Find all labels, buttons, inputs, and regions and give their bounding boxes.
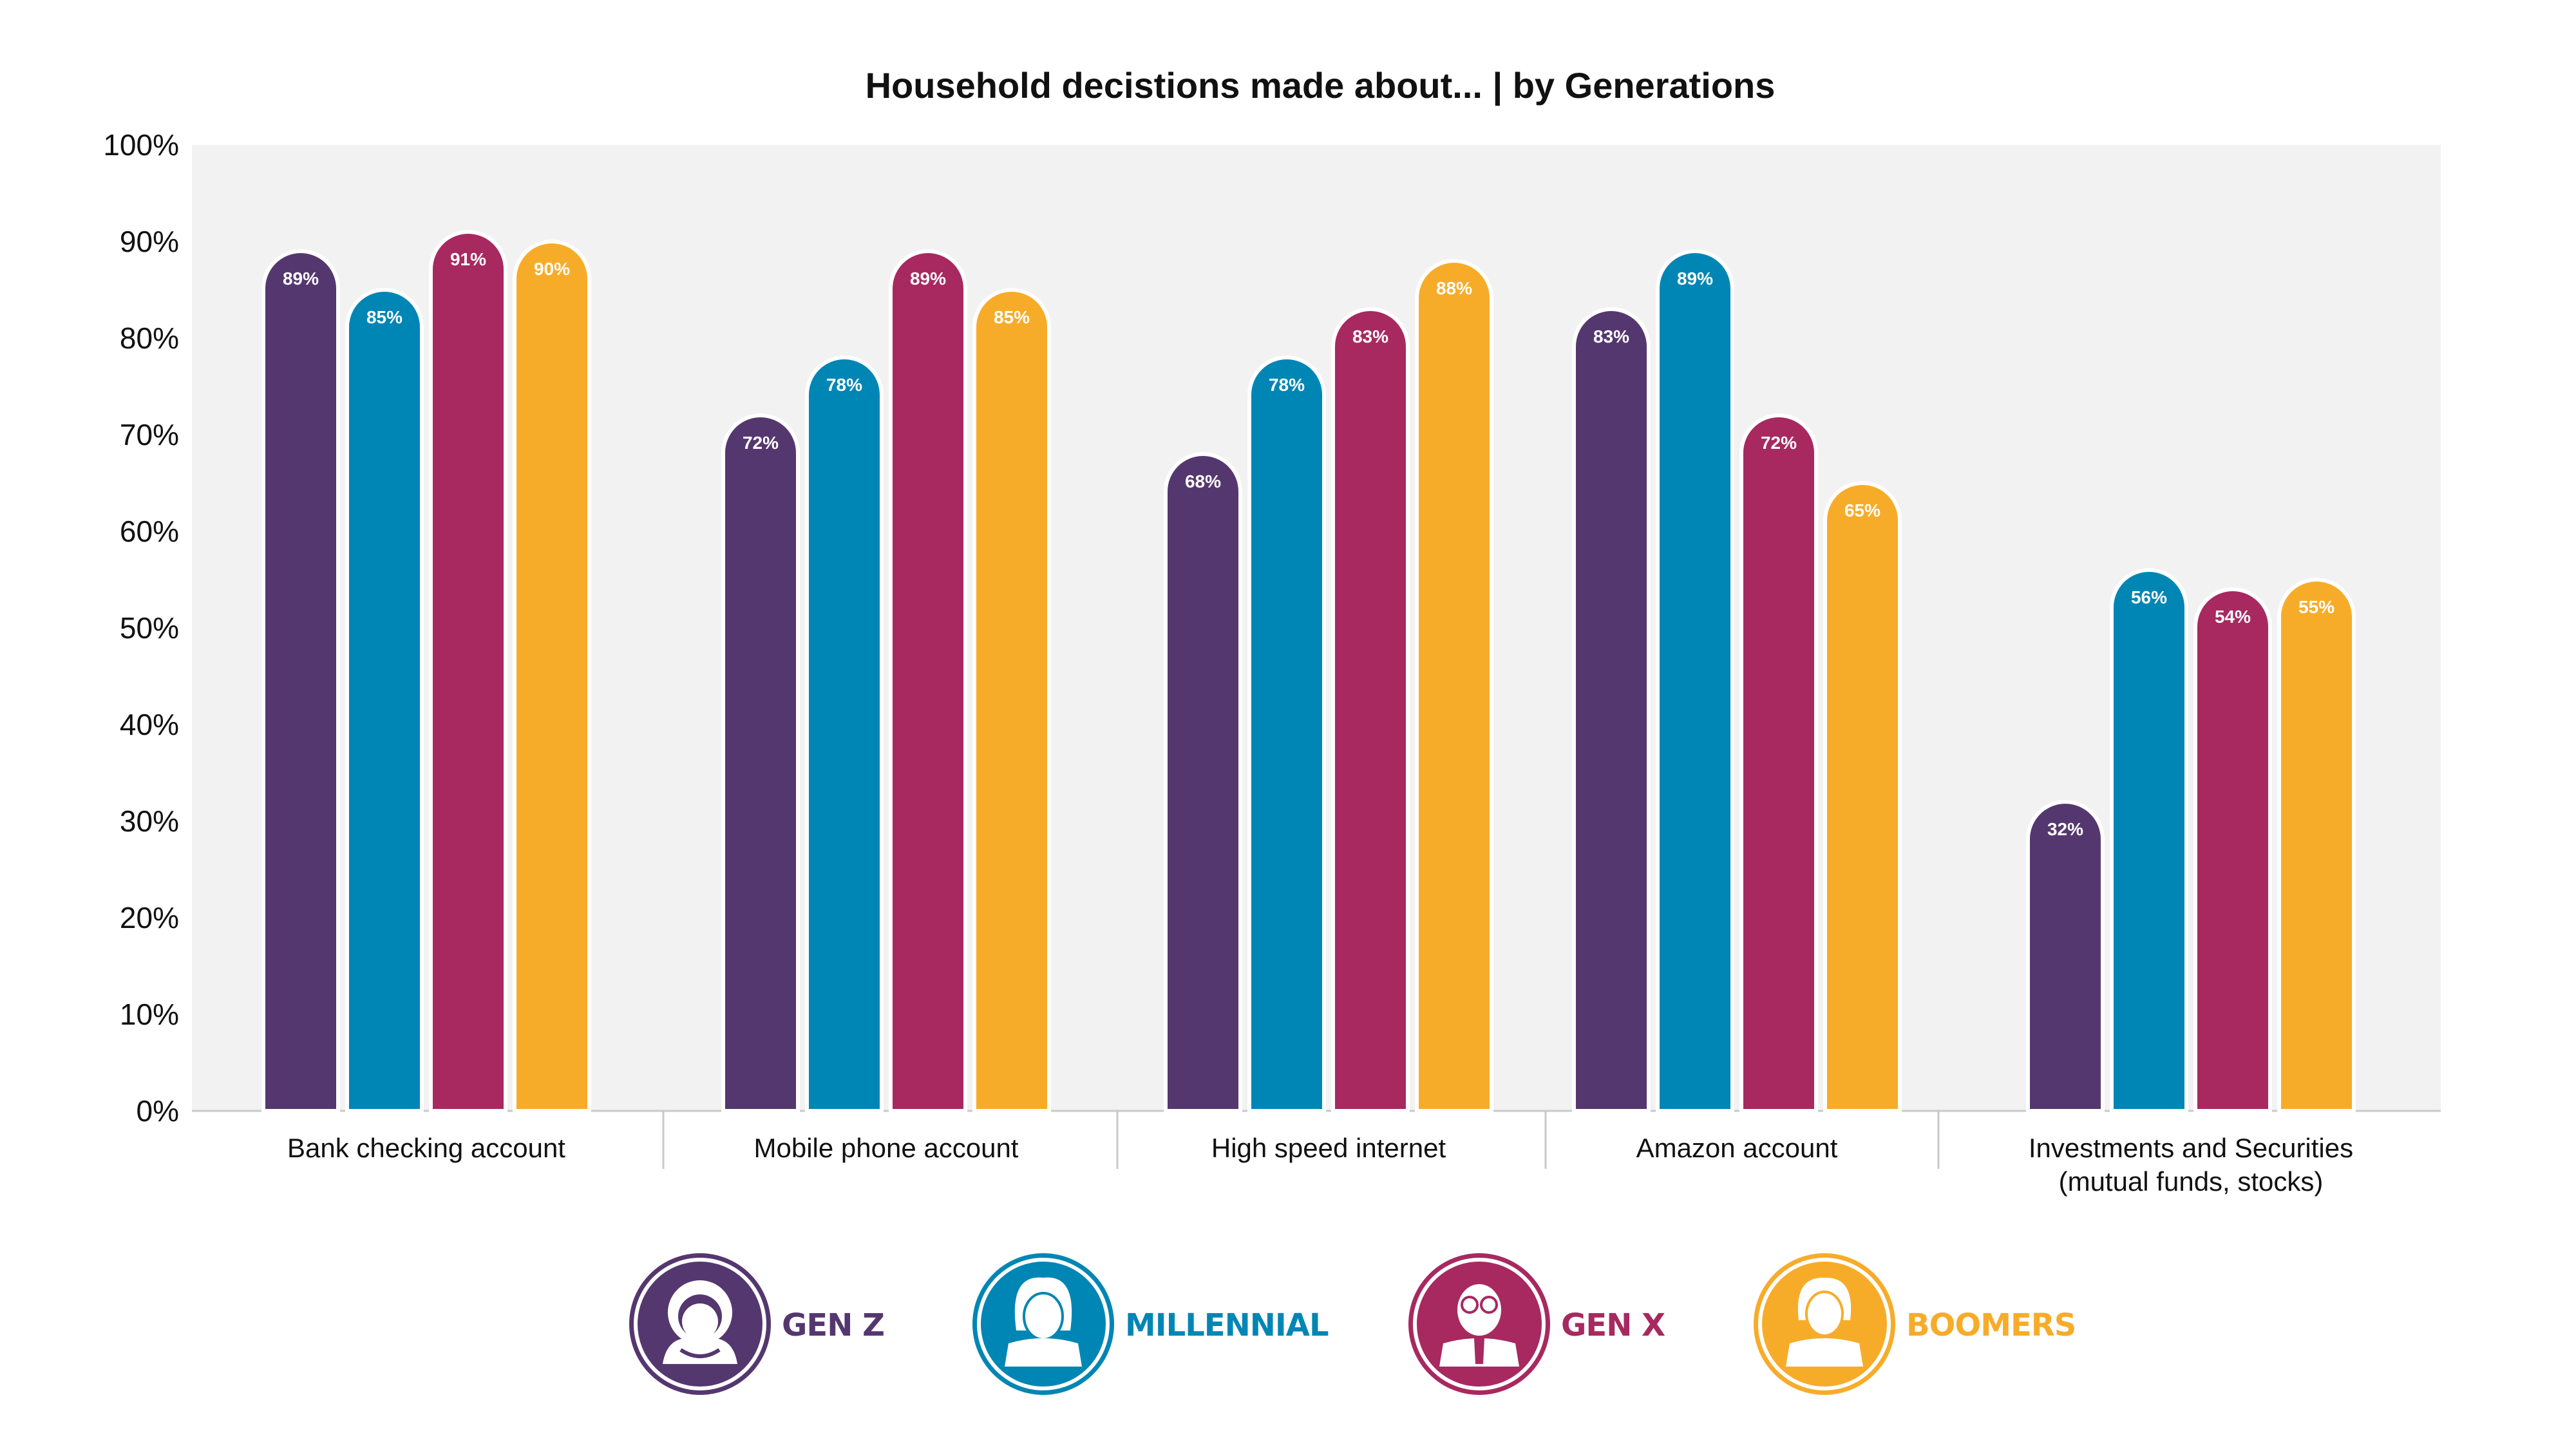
legend: GEN Z MILLENNIAL GEN X BOOMERS — [629, 1253, 2076, 1395]
bar — [889, 249, 967, 1113]
y-tick-label: 80% — [120, 321, 179, 355]
data-label: 78% — [1269, 375, 1305, 395]
x-axis: Bank checking account Mobile phone accoun… — [287, 1111, 2353, 1197]
data-label: 72% — [743, 433, 779, 453]
boomers-person-icon — [1786, 1277, 1863, 1367]
gen-z-person-icon — [663, 1280, 737, 1364]
bar — [1572, 307, 1651, 1113]
bar — [1331, 307, 1410, 1113]
legend-item: GEN X — [1408, 1253, 1666, 1395]
data-label: 83% — [1352, 327, 1388, 346]
bar — [2110, 568, 2188, 1113]
data-label: 72% — [1761, 433, 1797, 453]
bar — [429, 230, 507, 1113]
bars: 89% 85% 91% 90% 72% 78% 89% 85% 68% 78% 83% 88% 83% 8… — [261, 230, 2356, 1113]
data-label: 54% — [2215, 607, 2251, 627]
y-tick-label: 100% — [103, 128, 179, 162]
legend-label: GEN Z — [782, 1307, 884, 1343]
y-tick-label: 20% — [120, 901, 179, 934]
data-label: 68% — [1185, 471, 1221, 491]
data-label: 90% — [534, 259, 570, 279]
chart-title: Household decistions made about... | by … — [866, 65, 1776, 106]
bar — [1823, 481, 1902, 1113]
data-label: 89% — [283, 269, 319, 289]
bar — [2026, 800, 2105, 1113]
data-label: 85% — [994, 307, 1030, 327]
bar — [2277, 578, 2356, 1113]
category-label: Mobile phone account — [754, 1133, 1019, 1163]
data-label: 91% — [450, 249, 486, 269]
legend-label: GEN X — [1561, 1307, 1665, 1343]
y-tick-label: 10% — [120, 998, 179, 1031]
y-tick-label: 40% — [120, 708, 179, 741]
bar — [805, 355, 884, 1113]
data-label: 65% — [1844, 500, 1880, 520]
data-label: 83% — [1593, 327, 1629, 346]
bar — [261, 249, 340, 1113]
data-label: 32% — [2047, 819, 2083, 839]
bar — [1739, 413, 1818, 1113]
data-label: 56% — [2131, 587, 2167, 607]
bar — [345, 288, 424, 1113]
y-tick-label: 90% — [120, 225, 179, 258]
y-tick-label: 50% — [120, 611, 179, 645]
bar — [1415, 259, 1493, 1113]
category-label: Investments and Securities — [2029, 1133, 2353, 1163]
bar — [1247, 355, 1326, 1113]
y-tick-label: 70% — [120, 418, 179, 451]
bar — [972, 288, 1051, 1113]
gen-x-person-icon — [1439, 1284, 1519, 1367]
legend-label: MILLENNIAL — [1125, 1307, 1329, 1343]
data-label: 85% — [366, 307, 402, 327]
data-label: 89% — [910, 269, 946, 289]
bar — [2193, 587, 2272, 1113]
bar — [721, 413, 800, 1113]
legend-item: GEN Z — [629, 1253, 885, 1395]
data-label: 89% — [1677, 269, 1713, 289]
bar — [1656, 249, 1734, 1113]
y-tick-label: 60% — [120, 515, 179, 548]
data-label: 88% — [1436, 278, 1472, 298]
legend-item: MILLENNIAL — [972, 1253, 1329, 1395]
legend-label: BOOMERS — [1906, 1307, 2076, 1343]
legend-item: BOOMERS — [1754, 1253, 2076, 1395]
y-tick-label: 0% — [137, 1094, 179, 1128]
category-label: Bank checking account — [287, 1133, 565, 1163]
y-tick-label: 30% — [120, 804, 179, 838]
category-label: (mutual funds, stocks) — [2059, 1166, 2324, 1197]
bar — [1164, 452, 1242, 1113]
data-label: 78% — [826, 375, 862, 395]
category-label: High speed internet — [1211, 1133, 1446, 1163]
millennial-person-icon — [1005, 1277, 1082, 1367]
category-label: Amazon account — [1636, 1133, 1838, 1163]
bar — [513, 240, 591, 1113]
data-label: 55% — [2298, 597, 2334, 617]
